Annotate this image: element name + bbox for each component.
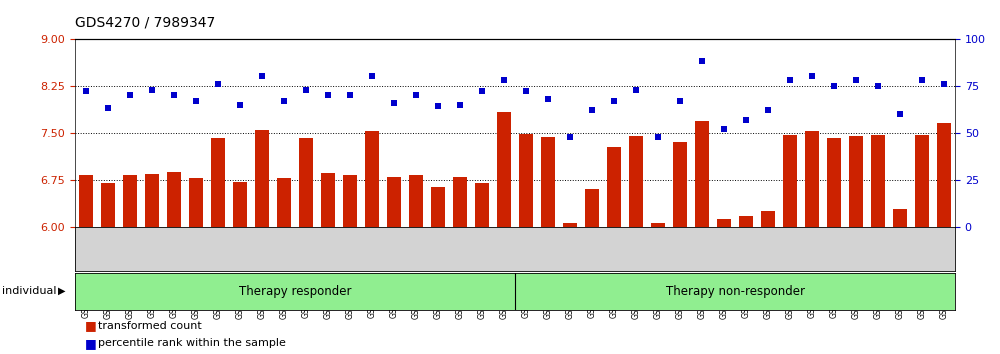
Point bbox=[430, 104, 446, 109]
Bar bbox=[475, 183, 489, 227]
Bar bbox=[387, 177, 401, 227]
Bar bbox=[519, 134, 533, 227]
Point bbox=[320, 92, 336, 98]
Point bbox=[496, 78, 512, 83]
Point bbox=[342, 92, 358, 98]
Point bbox=[144, 87, 160, 92]
Point bbox=[122, 92, 138, 98]
Point bbox=[606, 98, 622, 104]
Bar bbox=[233, 182, 247, 227]
Text: percentile rank within the sample: percentile rank within the sample bbox=[98, 338, 286, 348]
Point bbox=[782, 78, 798, 83]
Bar bbox=[695, 121, 709, 227]
Bar bbox=[497, 112, 511, 227]
Point bbox=[276, 98, 292, 104]
Point bbox=[210, 81, 226, 87]
Point bbox=[166, 92, 182, 98]
Bar bbox=[123, 175, 137, 227]
Bar bbox=[849, 136, 863, 227]
Point bbox=[562, 134, 578, 139]
Bar bbox=[145, 174, 159, 227]
Text: transformed count: transformed count bbox=[98, 321, 202, 331]
Bar bbox=[607, 147, 621, 227]
Point bbox=[584, 107, 600, 113]
Point bbox=[232, 102, 248, 108]
Bar bbox=[79, 175, 93, 227]
Text: GDS4270 / 7989347: GDS4270 / 7989347 bbox=[75, 16, 215, 30]
Point bbox=[694, 59, 710, 64]
Bar bbox=[255, 130, 269, 227]
Point bbox=[760, 107, 776, 113]
Bar bbox=[343, 175, 357, 227]
Point bbox=[848, 78, 864, 83]
Bar bbox=[453, 177, 467, 227]
Bar bbox=[739, 216, 753, 227]
Text: individual: individual bbox=[2, 286, 56, 296]
Bar bbox=[651, 223, 665, 227]
Bar bbox=[101, 183, 115, 227]
Text: ■: ■ bbox=[85, 337, 97, 350]
Bar bbox=[827, 138, 841, 227]
Point bbox=[540, 96, 556, 102]
Bar bbox=[673, 142, 687, 227]
Bar bbox=[211, 138, 225, 227]
Text: ▶: ▶ bbox=[58, 286, 66, 296]
Bar bbox=[717, 219, 731, 227]
Point bbox=[298, 87, 314, 92]
Bar bbox=[299, 138, 313, 227]
Point bbox=[628, 87, 644, 92]
Bar bbox=[783, 135, 797, 227]
Bar bbox=[629, 136, 643, 227]
Bar bbox=[761, 211, 775, 227]
Point bbox=[78, 88, 94, 94]
Point bbox=[870, 83, 886, 89]
Point bbox=[474, 88, 490, 94]
Bar bbox=[409, 175, 423, 227]
Point bbox=[188, 98, 204, 104]
Bar bbox=[431, 187, 445, 227]
Bar bbox=[871, 135, 885, 227]
Point bbox=[100, 105, 116, 111]
Bar bbox=[893, 209, 907, 227]
Bar bbox=[805, 131, 819, 227]
Point bbox=[254, 74, 270, 79]
Point bbox=[408, 92, 424, 98]
Point bbox=[892, 111, 908, 117]
Point bbox=[518, 88, 534, 94]
Point bbox=[914, 78, 930, 83]
Point bbox=[650, 134, 666, 139]
Bar bbox=[189, 178, 203, 227]
Bar bbox=[277, 178, 291, 227]
Bar bbox=[563, 223, 577, 227]
Point bbox=[452, 102, 468, 108]
Text: ■: ■ bbox=[85, 319, 97, 332]
Bar bbox=[541, 137, 555, 227]
Bar bbox=[585, 189, 599, 227]
Point bbox=[826, 83, 842, 89]
Text: Therapy non-responder: Therapy non-responder bbox=[666, 285, 804, 298]
Point bbox=[716, 126, 732, 132]
Text: Therapy responder: Therapy responder bbox=[239, 285, 351, 298]
Bar bbox=[915, 135, 929, 227]
Point bbox=[364, 74, 380, 79]
Point bbox=[804, 74, 820, 79]
Point bbox=[936, 81, 952, 87]
Bar bbox=[167, 172, 181, 227]
Bar bbox=[937, 123, 951, 227]
Bar bbox=[365, 131, 379, 227]
Point bbox=[386, 100, 402, 105]
Bar bbox=[321, 173, 335, 227]
Point bbox=[738, 117, 754, 122]
Point bbox=[672, 98, 688, 104]
